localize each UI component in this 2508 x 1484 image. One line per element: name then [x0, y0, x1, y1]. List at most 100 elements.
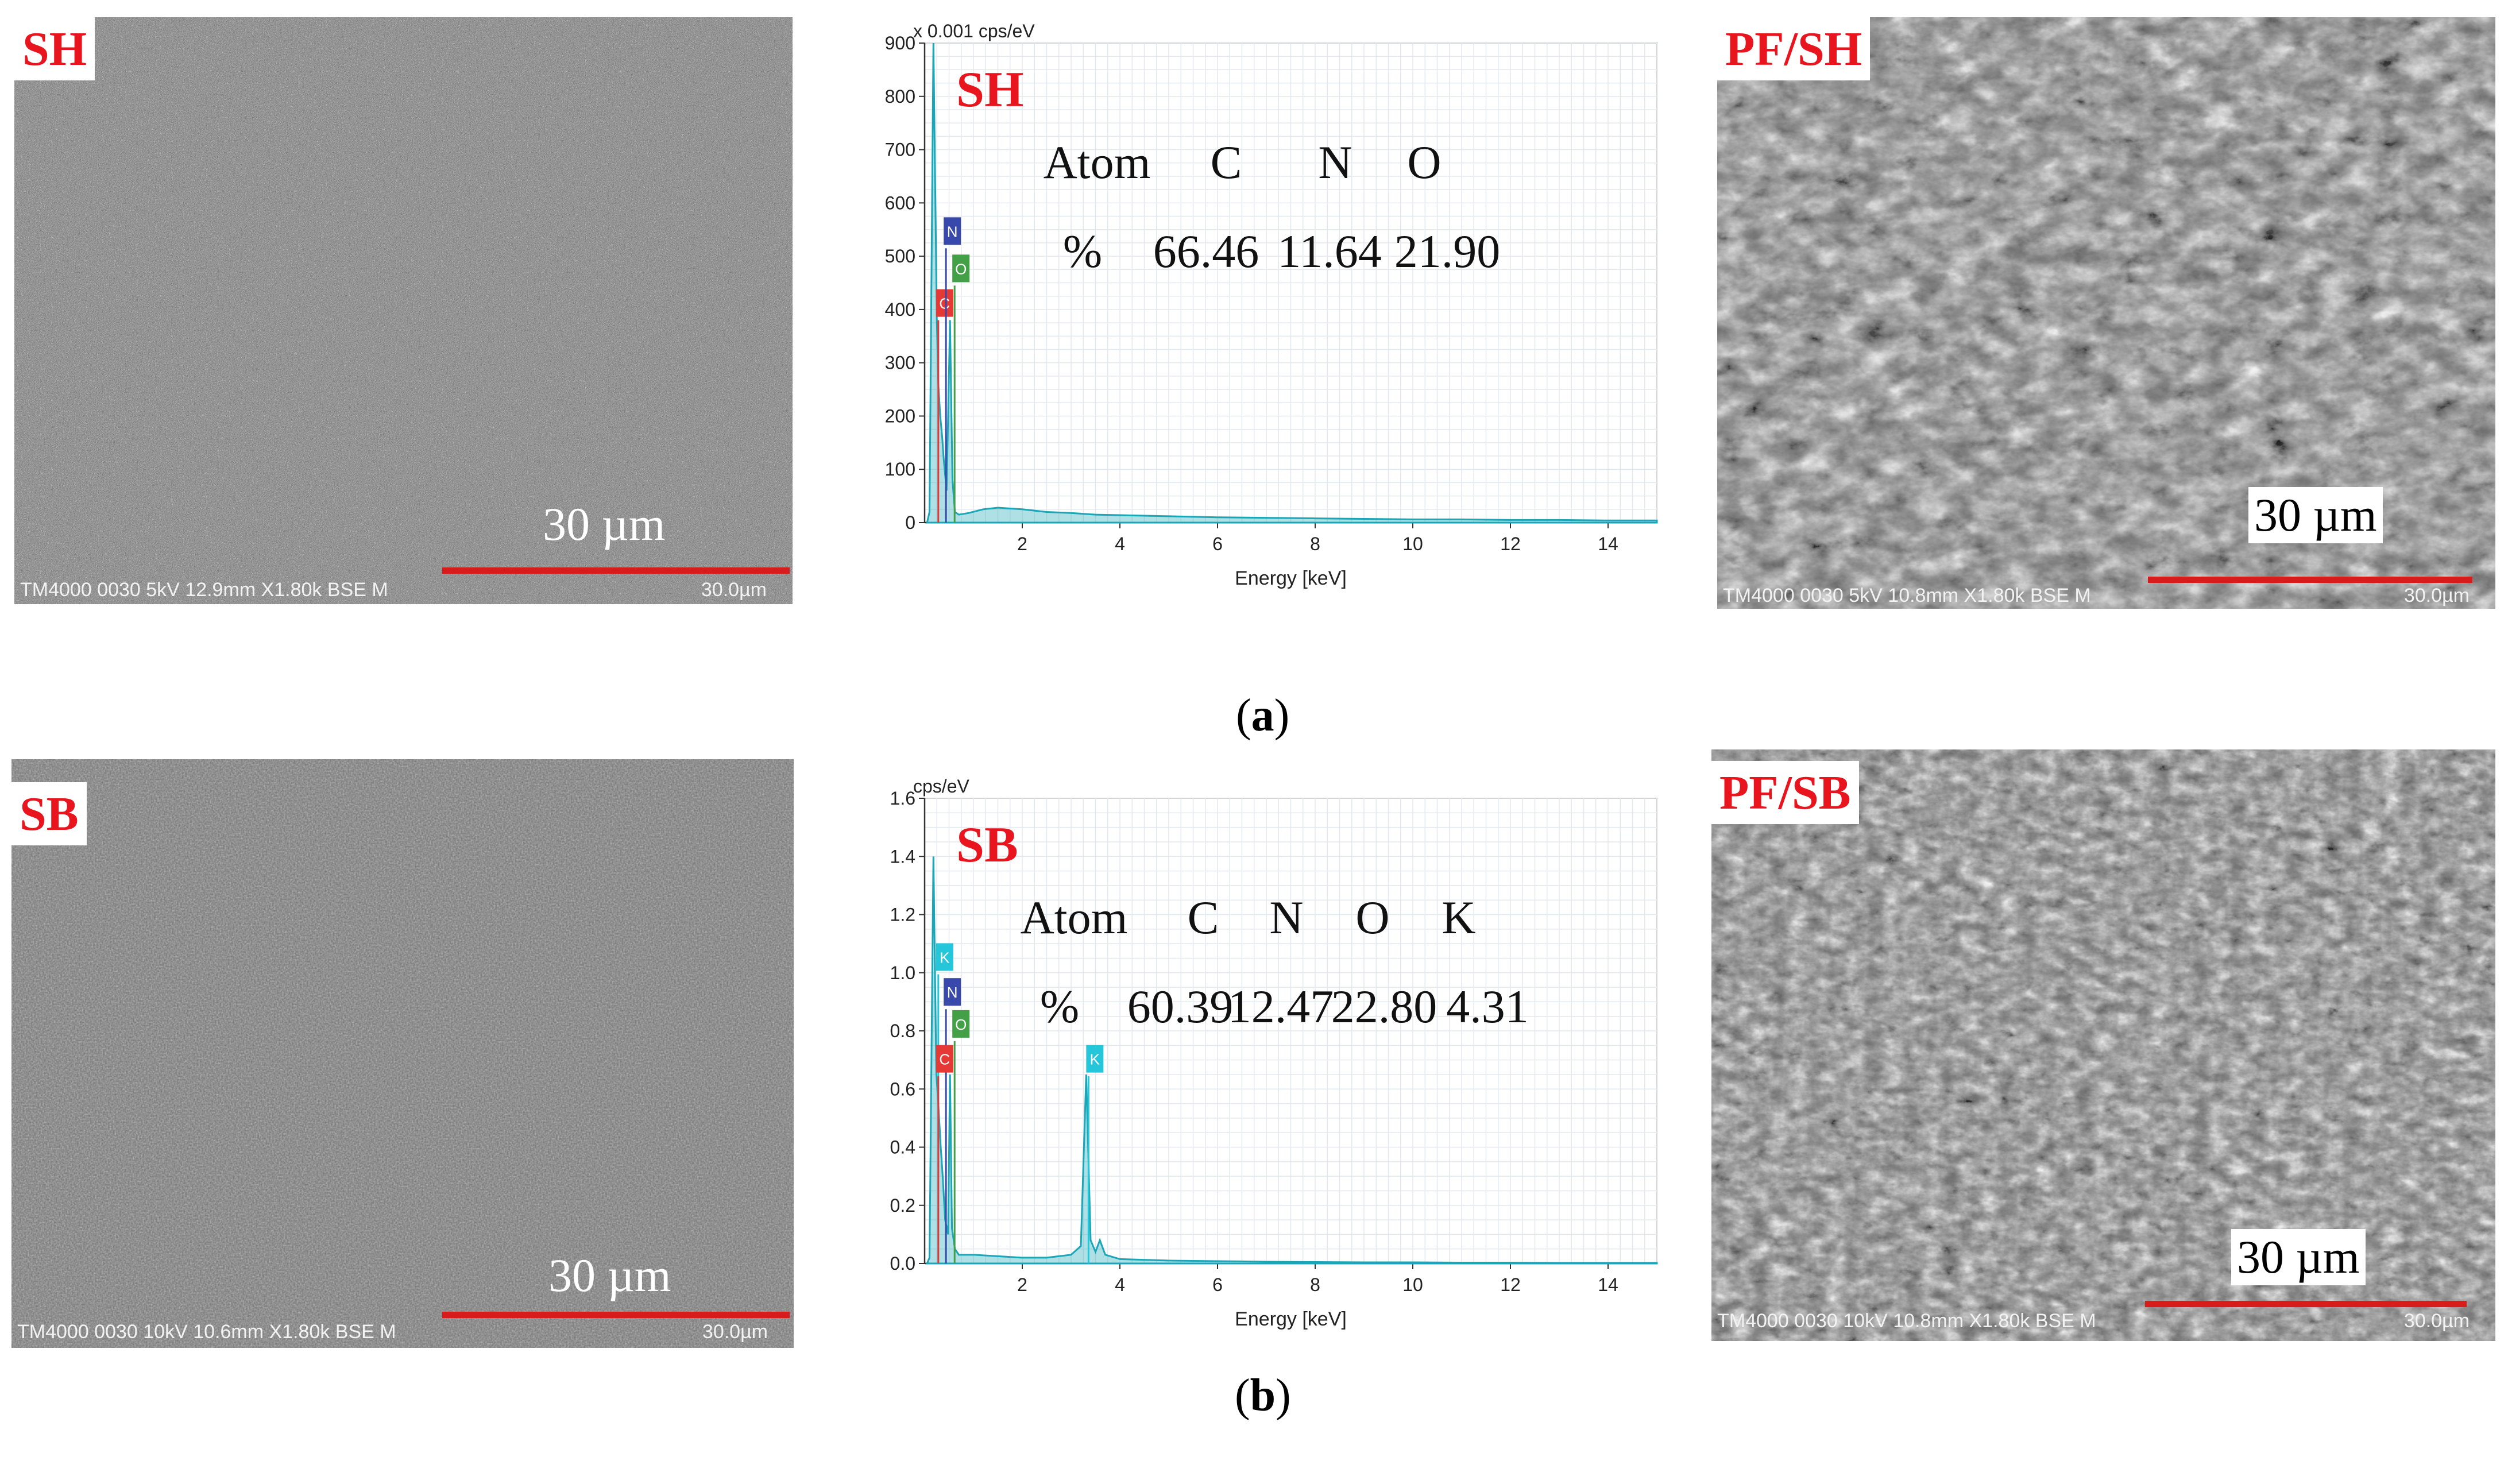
x-tick-label: 12	[1500, 534, 1521, 554]
y-tick-label: 1.6	[890, 788, 915, 809]
x-axis-label: Energy [keV]	[1235, 567, 1347, 589]
y-unit-label: cps/eV	[913, 776, 969, 797]
sem-image-sh: SH 30 µm TM4000 0030 5kV 12.9mm X1.80k B…	[14, 17, 793, 604]
sem-sample-label: PF/SH	[1717, 17, 1871, 80]
peak-label-box	[944, 217, 961, 245]
composition-value-cell: 21.90	[1394, 225, 1501, 277]
peak-label: O	[955, 260, 967, 277]
sem-sample-label: PF/SB	[1711, 761, 1859, 824]
caption-letter: b	[1250, 1370, 1276, 1421]
composition-value-cell: 4.31	[1446, 980, 1529, 1033]
y-tick-label: 400	[885, 299, 915, 320]
composition-header-cell: N	[1318, 136, 1352, 188]
y-tick-label: 1.2	[890, 905, 915, 925]
spectrum-chart: 0 100 200 300 400 500 600 700 800 900 2 4 6 8 10 12 14 En…	[885, 21, 1658, 589]
peak-label: N	[947, 223, 958, 240]
x-tick-label: 8	[1310, 534, 1320, 554]
scale-bar-text: 30 µm	[543, 498, 666, 550]
composition-header-cell: Atom	[1044, 136, 1151, 188]
x-tick-label: 12	[1500, 1274, 1521, 1295]
y-tick-label: 500	[885, 246, 915, 266]
sem-image-sb: SB 30 µm TM4000 0030 10kV 10.6mm X1.80k …	[11, 759, 794, 1348]
x-tick-label: 2	[1017, 534, 1027, 554]
peak-label: C	[939, 1051, 950, 1068]
sem-texture	[14, 17, 793, 604]
scale-bar	[442, 567, 790, 574]
sem-meta-scale: 30.0µm	[702, 1321, 768, 1343]
scale-bar	[2145, 1301, 2467, 1307]
composition-value-cell: 12.47	[1228, 980, 1334, 1033]
peak-label: O	[955, 1016, 967, 1033]
peak-label: K	[1090, 1051, 1100, 1068]
peak-label-box	[936, 1045, 953, 1073]
x-tick-label: 10	[1402, 1274, 1423, 1295]
composition-header-cell: O	[1355, 891, 1389, 944]
sem-meta-text: TM4000 0030 10kV 10.8mm X1.80k BSE M	[1717, 1310, 2096, 1332]
x-tick-label: 14	[1598, 1274, 1618, 1295]
composition-header-cell: K	[1442, 891, 1475, 944]
spectrum-series	[926, 42, 1658, 524]
composition-header-cell: C	[1211, 136, 1242, 188]
peak-label: N	[947, 984, 958, 1001]
composition-value-cell: 22.80	[1331, 980, 1437, 1033]
composition-value-cell: 11.64	[1277, 225, 1381, 277]
x-tick-label: 10	[1402, 534, 1423, 554]
x-tick-label: 2	[1017, 1274, 1027, 1295]
panel-caption-b: (b)	[1235, 1370, 1291, 1421]
scale-bar-text: 30 µm	[2248, 487, 2383, 543]
y-tick-label: 200	[885, 405, 915, 426]
y-tick-label: 600	[885, 192, 915, 213]
grid	[924, 798, 1657, 1264]
x-tick-label: 6	[1212, 534, 1223, 554]
peak-label-box	[952, 254, 970, 283]
scale-bar	[442, 1312, 790, 1318]
sem-image-pf-sb: PF/SB 30 µm TM4000 0030 10kV 10.8mm X1.8…	[1711, 749, 2495, 1341]
x-tick-label: 8	[1310, 1274, 1320, 1295]
sem-meta-scale: 30.0µm	[2403, 585, 2470, 606]
peak-label: K	[940, 949, 950, 966]
x-tick-label: 4	[1115, 534, 1125, 554]
composition-header-cell: N	[1269, 891, 1303, 944]
caption-letter: a	[1251, 690, 1274, 741]
x-axis-label: Energy [keV]	[1235, 1308, 1347, 1330]
spectrum-chart: 0.0 0.2 0.4 0.6 0.8 1.0 1.2 1.4 1.6 2 4 6 8 10 12 14 Ene…	[890, 776, 1658, 1330]
grid	[924, 42, 1657, 523]
y-tick-label: 1.0	[890, 963, 915, 983]
sem-sample-label: SH	[14, 17, 95, 80]
composition-header-cell: Atom	[1021, 891, 1128, 944]
sem-sample-label: SB	[11, 782, 87, 845]
sem-meta-text: TM4000 0030 5kV 12.9mm X1.80k BSE M	[20, 579, 388, 601]
peak-label-box	[944, 978, 961, 1006]
sem-meta-scale: 30.0µm	[2403, 1310, 2470, 1332]
peak-label: C	[939, 295, 950, 312]
y-tick-label: 0.8	[890, 1021, 915, 1041]
peak-label-box	[936, 289, 953, 317]
peak-label-box	[952, 1010, 970, 1038]
peak-label-box	[936, 943, 953, 971]
scale-bar-text: 30 µm	[2231, 1229, 2366, 1285]
x-tick-label: 14	[1598, 534, 1618, 554]
composition-header-cell: O	[1407, 136, 1441, 188]
sem-meta-scale: 30.0µm	[701, 579, 767, 601]
panel-caption-a: (a)	[1236, 690, 1290, 741]
composition-header-cell: C	[1188, 891, 1219, 944]
sem-texture	[1711, 749, 2495, 1341]
scale-bar	[2148, 577, 2472, 583]
y-tick-label: 1.4	[890, 846, 915, 867]
spectrum-sample-label: SH	[956, 62, 1023, 118]
x-tick-label: 4	[1115, 1274, 1125, 1295]
y-tick-label: 100	[885, 459, 915, 480]
spectrum-sample-label: SB	[956, 817, 1018, 873]
y-tick-label: 0.4	[890, 1137, 915, 1158]
spectrum-series	[925, 856, 1658, 1265]
composition-value-cell: 66.46	[1153, 225, 1259, 277]
y-tick-label: 900	[885, 33, 915, 53]
eds-spectrum-sh: 0 100 200 300 400 500 600 700 800 900 2 4 6 8 10 12 14 En…	[879, 11, 1671, 609]
sem-image-pf-sh: PF/SH 30 µm TM4000 0030 5kV 10.8mm X1.80…	[1717, 17, 2495, 609]
sem-meta-text: TM4000 0030 10kV 10.6mm X1.80k BSE M	[17, 1321, 396, 1343]
sem-meta-text: TM4000 0030 5kV 10.8mm X1.80k BSE M	[1723, 585, 2091, 606]
scale-bar-text: 30 µm	[548, 1249, 671, 1301]
y-tick-label: 0.2	[890, 1195, 915, 1216]
x-tick-label: 6	[1212, 1274, 1223, 1295]
